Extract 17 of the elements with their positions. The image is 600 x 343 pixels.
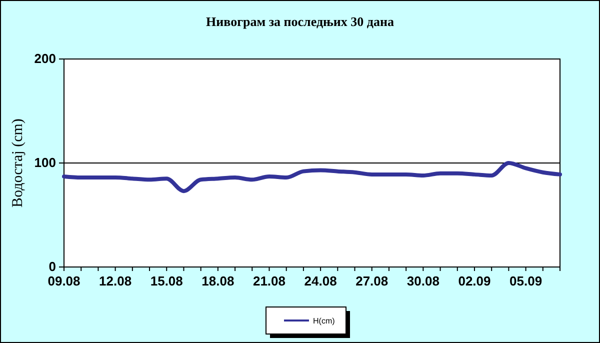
x-tick-label: 24.08 xyxy=(304,274,337,289)
x-tick-label: 05.09 xyxy=(510,274,542,289)
x-tick-label: 09.08 xyxy=(48,274,80,289)
x-tick-label: 30.08 xyxy=(406,274,440,289)
line-series xyxy=(62,161,562,194)
y-tick-label: 0 xyxy=(48,259,56,274)
y-tick-label: 200 xyxy=(34,51,56,66)
y-tick-label: 100 xyxy=(34,155,56,170)
x-tick-label: 27.08 xyxy=(356,274,388,289)
x-tick-label: 18.08 xyxy=(202,274,234,289)
x-tick-label: 21.08 xyxy=(252,274,286,289)
x-tick-label: 15.08 xyxy=(150,274,183,289)
chart-title: Нивограм за последњих 30 дана xyxy=(206,14,394,29)
y-axis-title: Водостај (cm) xyxy=(10,118,26,208)
x-tick-label: 02.09 xyxy=(458,274,491,289)
legend-label: H(cm) xyxy=(313,316,336,326)
x-tick-label: 12.08 xyxy=(99,274,132,289)
